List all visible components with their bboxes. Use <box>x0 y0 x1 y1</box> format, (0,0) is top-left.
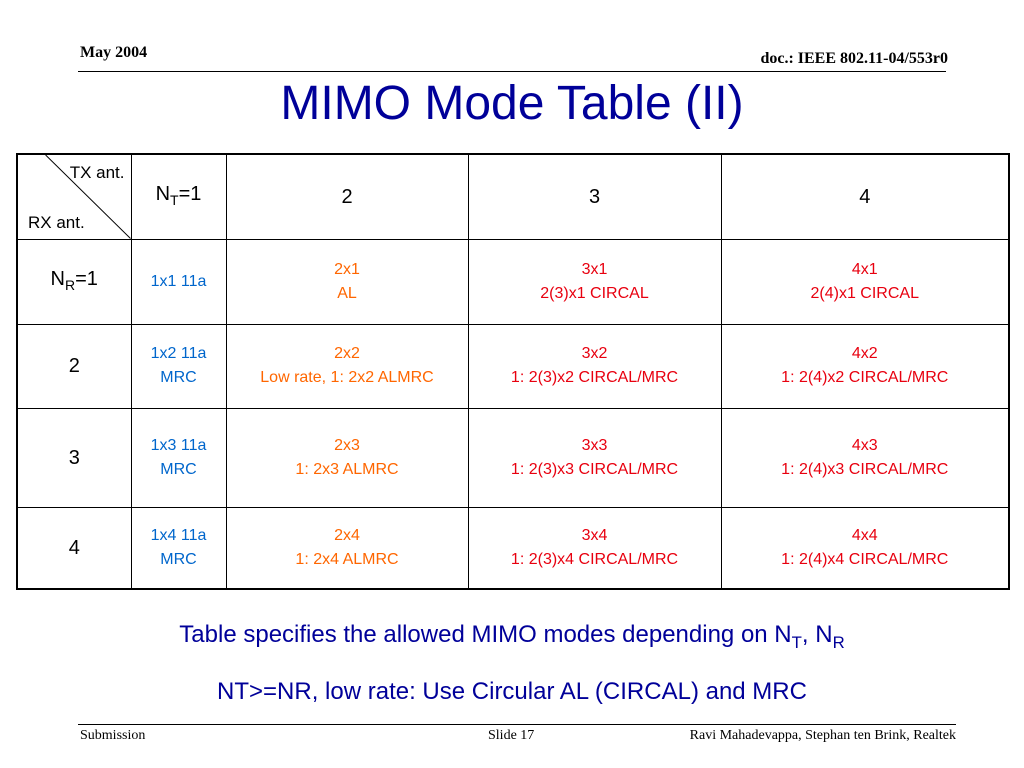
col-header-post: =1 <box>178 182 202 205</box>
mode-cell-line: 1: 2(3)x3 CIRCAL/MRC <box>510 460 679 478</box>
caption-line-2: NT>=NR, low rate: Use Circular AL (CIRCA… <box>217 678 807 705</box>
row-header-pre: 4 <box>68 536 80 559</box>
mode-cell: 4x1 2(4)x1 CIRCAL <box>720 238 1010 325</box>
caption-1-mid: , N <box>801 621 833 648</box>
mode-cell: 4x2 1: 2(4)x2 CIRCAL/MRC <box>720 323 1010 409</box>
mode-cell-line: 4x4 <box>851 526 878 544</box>
mode-cell: 1x4 11a MRC <box>130 506 227 590</box>
table-body: TX ant. RX ant. NT=1 2 3 4 NR=1 1x1 11a 2x… <box>16 153 1010 590</box>
footer-rule <box>78 724 956 725</box>
footer-slide-number: Slide 17 <box>488 728 535 743</box>
mimo-mode-table: TX ant. RX ant. NT=1 2 3 4 NR=1 1x1 11a 2x… <box>16 153 1010 590</box>
mode-cell-line: 2x4 <box>334 526 360 544</box>
mode-cell-line: 1x1 11a <box>150 272 207 290</box>
caption-1-sub-r: R <box>832 632 845 652</box>
mode-cell-line: 1: 2(4)x2 CIRCAL/MRC <box>781 369 949 386</box>
mode-cell-line: 2(3)x1 CIRCAL <box>540 284 649 302</box>
mode-cell-line: 2x3 <box>334 436 360 454</box>
mode-cell: 3x2 1: 2(3)x2 CIRCAL/MRC <box>467 323 722 409</box>
mode-cell-line: MRC <box>160 460 197 478</box>
mode-cell-line: AL <box>337 284 357 302</box>
mode-cell: 2x1 AL <box>225 238 469 325</box>
mode-cell-line: 2x2 <box>334 345 360 362</box>
caption-1-sub-t: T <box>791 632 802 652</box>
mode-cell-line: 3x2 <box>581 345 608 362</box>
header-rule <box>78 71 946 72</box>
corner-tx-label: TX ant. <box>69 163 125 182</box>
mode-cell-line: 1x2 11a <box>150 345 207 362</box>
row-header-cell: 3 <box>16 407 132 508</box>
col-header-cell: 2 <box>225 153 469 240</box>
table-header-row: TX ant. RX ant. NT=1 2 3 4 <box>16 153 1010 240</box>
mode-cell-line: 4x3 <box>851 436 878 454</box>
mode-cell-line: 1: 2x3 ALMRC <box>295 460 399 478</box>
mode-cell-line: MRC <box>160 550 197 568</box>
mode-cell-line: 1: 2(4)x4 CIRCAL/MRC <box>781 550 949 568</box>
row-header-post: =1 <box>75 267 98 290</box>
row-header-cell: 2 <box>16 323 132 409</box>
mode-cell: 2x4 1: 2x4 ALMRC <box>225 506 469 590</box>
row-header-sub: R <box>65 276 76 293</box>
col-header-pre: N <box>155 182 171 205</box>
table-row: 2 1x2 11a MRC 2x2 Low rate, 1: 2x2 ALMRC 3x2 1… <box>16 323 1010 409</box>
table-row: NR=1 1x1 11a 2x1 AL 3x1 2(3)x1 CIRCAL 4x1 2(4)x… <box>16 238 1010 325</box>
mode-cell: 1x1 11a <box>130 238 227 325</box>
header-doc-id: doc.: IEEE 802.11-04/553r0 <box>760 50 948 67</box>
mode-cell-line: 3x3 <box>581 436 608 454</box>
footer-submission: Submission <box>80 728 146 743</box>
mode-cell-line: 3x1 <box>581 260 608 278</box>
col-header-pre: 3 <box>588 185 601 208</box>
slide-title: MIMO Mode Table (II) <box>280 77 744 130</box>
row-header-cell: 4 <box>16 506 132 590</box>
col-header-cell: 3 <box>467 153 722 240</box>
mode-cell: 4x3 1: 2(4)x3 CIRCAL/MRC <box>720 407 1010 508</box>
col-header-sub: T <box>170 191 179 208</box>
mode-cell: 4x4 1: 2(4)x4 CIRCAL/MRC <box>720 506 1010 590</box>
mode-cell-line: 1x3 11a <box>150 436 207 454</box>
footer-authors: Ravi Mahadevappa, Stephan ten Brink, Rea… <box>689 728 956 743</box>
mode-cell: 3x1 2(3)x1 CIRCAL <box>467 238 722 325</box>
table-row: 4 1x4 11a MRC 2x4 1: 2x4 ALMRC 3x4 1: 2(3)x4 C… <box>16 506 1010 590</box>
mode-cell-line: 1: 2(3)x4 CIRCAL/MRC <box>510 550 679 568</box>
row-header-pre: N <box>50 267 65 290</box>
col-header-cell: 4 <box>720 153 1010 240</box>
mode-cell-line: 3x4 <box>581 526 608 544</box>
mode-cell-line: 1x4 11a <box>150 526 207 544</box>
corner-diagonal-line <box>45 155 131 239</box>
mode-cell: 3x3 1: 2(3)x3 CIRCAL/MRC <box>467 407 722 508</box>
mode-cell: 2x3 1: 2x3 ALMRC <box>225 407 469 508</box>
col-header-pre: 2 <box>341 185 353 208</box>
caption-line-1: Table specifies the allowed MIMO modes d… <box>0 620 1024 658</box>
mode-cell-line: 2x1 <box>334 260 360 278</box>
mode-cell: 2x2 Low rate, 1: 2x2 ALMRC <box>225 323 469 409</box>
corner-cell: TX ant. RX ant. <box>16 153 132 240</box>
table-row: 3 1x3 11a MRC 2x3 1: 2x3 ALMRC 3x3 1: 2(3)x3 C… <box>16 407 1010 508</box>
mode-cell-line: 4x1 <box>851 260 878 278</box>
mode-cell-line: Low rate, 1: 2x2 ALMRC <box>260 369 434 386</box>
caption-1-text: Table specifies the allowed MIMO modes d… <box>179 621 792 648</box>
mode-cell-line: 4x2 <box>851 345 878 362</box>
header-date: May 2004 <box>80 44 148 61</box>
mode-cell: 3x4 1: 2(3)x4 CIRCAL/MRC <box>467 506 722 590</box>
corner-rx-label: RX ant. <box>28 212 85 232</box>
mode-cell-line: 1: 2(4)x3 CIRCAL/MRC <box>781 460 949 478</box>
col-header-cell: NT=1 <box>130 153 227 240</box>
mode-cell-line: 2(4)x1 CIRCAL <box>810 284 919 302</box>
mode-cell-line: MRC <box>160 369 197 386</box>
col-header-pre: 4 <box>859 185 871 208</box>
row-header-cell: NR=1 <box>16 238 132 325</box>
row-header-pre: 2 <box>68 355 80 377</box>
mode-cell-line: 1: 2x4 ALMRC <box>295 550 399 568</box>
mode-cell: 1x2 11a MRC <box>130 323 227 409</box>
row-header-pre: 3 <box>68 446 80 469</box>
mode-cell: 1x3 11a MRC <box>130 407 227 508</box>
mode-cell-line: 1: 2(3)x2 CIRCAL/MRC <box>510 369 679 386</box>
